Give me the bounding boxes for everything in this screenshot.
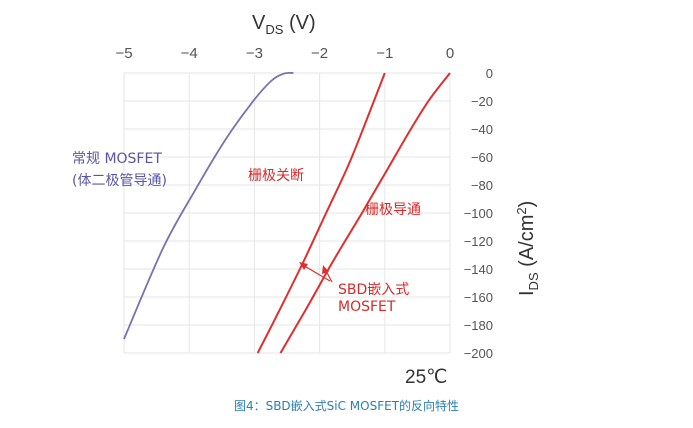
y-tick-labels: 0 −20 −40 −60 −80 −100 −120 −140 −160 −180 −200 — [464, 66, 493, 361]
x-tick-label: −4 — [181, 45, 198, 62]
series-line-0 — [123, 71, 294, 340]
x-axis-title: VDS (V) — [252, 12, 316, 37]
conventional-mosfet-label-2: (体二极管导通) — [72, 173, 167, 189]
x-tick-label: 0 — [446, 45, 454, 62]
series-line-1 — [256, 72, 386, 354]
y-tick-label: −100 — [464, 206, 493, 221]
y-tick-label: −60 — [471, 150, 493, 165]
x-tick-label: −5 — [115, 45, 132, 62]
y-tick-label: −20 — [471, 94, 493, 109]
y-tick-label: −160 — [464, 290, 493, 305]
gate-off-label: 栅极关断 — [248, 168, 304, 184]
temperature-label: 25℃ — [405, 367, 447, 388]
y-axis-title: IDS (A/cm2) — [514, 201, 541, 296]
sbd-mosfet-label-1: SBD嵌入式 — [338, 282, 409, 298]
sbd-arrowhead-left — [299, 262, 308, 270]
y-tick-label: −80 — [471, 178, 493, 193]
x-tick-label: −2 — [311, 45, 328, 62]
y-tick-label: −120 — [464, 234, 493, 249]
y-tick-label: −40 — [471, 122, 493, 137]
sbd-arrowhead-right — [322, 265, 329, 274]
y-tick-label: −140 — [464, 262, 493, 277]
series-line-2 — [279, 72, 451, 354]
conventional-mosfet-label-1: 常规 MOSFET — [72, 151, 162, 167]
sbd-mosfet-label-2: MOSFET — [338, 299, 396, 315]
sbd-arrows — [299, 262, 333, 283]
grid — [123, 72, 451, 354]
x-tick-labels: −5 −4 −3 −2 −1 0 — [115, 45, 454, 62]
x-tick-label: −3 — [246, 45, 263, 62]
y-tick-label: −180 — [464, 318, 493, 333]
gate-on-label: 栅极导通 — [365, 202, 421, 218]
series-group — [123, 71, 451, 354]
x-tick-label: −1 — [376, 45, 393, 62]
y-tick-label: −200 — [464, 346, 493, 361]
y-tick-label: 0 — [486, 66, 493, 81]
figure-caption: 图4：SBD嵌入式SiC MOSFET的反向特性 — [233, 399, 460, 413]
